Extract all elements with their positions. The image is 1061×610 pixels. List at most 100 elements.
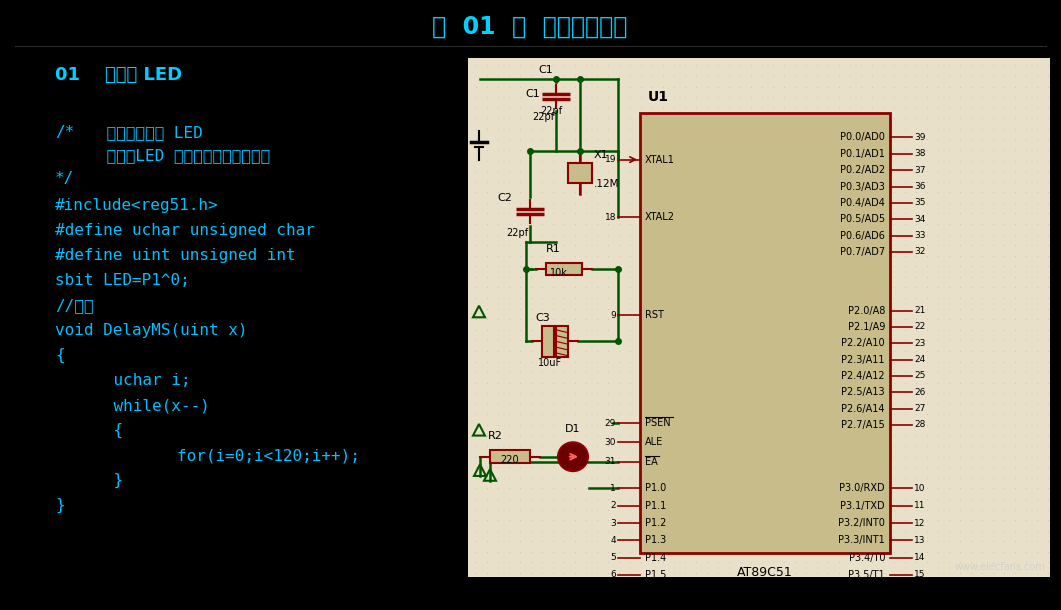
Text: 34: 34 [914, 215, 925, 224]
Text: P0.1/AD1: P0.1/AD1 [840, 149, 885, 159]
Text: C1: C1 [525, 90, 540, 99]
Text: 220: 220 [501, 456, 519, 465]
Bar [568, 163, 592, 182]
Text: P1.6: P1.6 [645, 587, 666, 597]
Text: 38: 38 [914, 149, 925, 159]
Text: 10uF: 10uF [538, 357, 562, 368]
Text: 10: 10 [914, 484, 925, 493]
Text: R2: R2 [488, 431, 503, 441]
Text: P2.1/A9: P2.1/A9 [848, 322, 885, 332]
Text: 22: 22 [914, 323, 925, 331]
Text: //延时: //延时 [55, 298, 93, 314]
Text: P2.3/A11: P2.3/A11 [841, 354, 885, 365]
Text: XTAL1: XTAL1 [645, 154, 675, 165]
Text: P2.0/A8: P2.0/A8 [848, 306, 885, 315]
Text: P0.5/AD5: P0.5/AD5 [840, 214, 885, 224]
Text: sbit LED=P1^0;: sbit LED=P1^0; [55, 273, 190, 289]
Text: 30: 30 [605, 438, 616, 447]
Text: }: } [75, 473, 123, 489]
Text: 6: 6 [610, 570, 616, 580]
Text: 5: 5 [610, 553, 616, 562]
Text: P0.4/AD4: P0.4/AD4 [840, 198, 885, 208]
Text: P3.3/INT1: P3.3/INT1 [838, 536, 885, 545]
Text: R1: R1 [546, 244, 561, 254]
Text: for(i=0;i<120;i++);: for(i=0;i<120;i++); [100, 448, 360, 463]
Text: P1.7: P1.7 [645, 605, 666, 610]
Text: ALE: ALE [645, 437, 663, 447]
Text: P0.0/AD0: P0.0/AD0 [840, 132, 885, 143]
Text: 18: 18 [605, 213, 616, 222]
Text: P3.1/TXD: P3.1/TXD [840, 501, 885, 511]
Text: 37: 37 [914, 166, 925, 174]
Text: 2: 2 [610, 501, 616, 510]
Text: P3.0/RXD: P3.0/RXD [839, 484, 885, 493]
Text: 7: 7 [610, 588, 616, 597]
Text: P1.4: P1.4 [645, 553, 666, 562]
Text: P0.2/AD2: P0.2/AD2 [840, 165, 885, 175]
Text: 1: 1 [610, 484, 616, 493]
Text: D1: D1 [566, 423, 580, 434]
Circle shape [558, 442, 588, 471]
Text: 28: 28 [914, 420, 925, 429]
Text: {: { [55, 348, 65, 364]
Text: #include<reg51.h>: #include<reg51.h> [55, 198, 219, 213]
Text: P3.6/WR: P3.6/WR [843, 587, 885, 597]
Text: 21: 21 [914, 306, 925, 315]
Text: C3: C3 [535, 313, 550, 323]
Bar [640, 113, 890, 553]
Text: RST: RST [645, 310, 664, 320]
Text: P0.3/AD3: P0.3/AD3 [840, 182, 885, 192]
Text: 32: 32 [914, 248, 925, 256]
Text: 31: 31 [605, 457, 616, 466]
Text: 25: 25 [914, 371, 925, 381]
Text: P3.2/INT0: P3.2/INT0 [838, 518, 885, 528]
Text: 9: 9 [610, 311, 616, 320]
Text: 17: 17 [914, 605, 925, 610]
Text: C1: C1 [538, 65, 553, 75]
Text: 16: 16 [914, 588, 925, 597]
Text: 8: 8 [610, 605, 616, 610]
Text: 名称：闪烁的 LED: 名称：闪烁的 LED [68, 125, 203, 140]
Text: P2.4/A12: P2.4/A12 [841, 371, 885, 381]
Text: 14: 14 [914, 553, 925, 562]
Text: www.elecfans.com: www.elecfans.com [954, 562, 1045, 572]
Text: 22pf: 22pf [532, 112, 554, 121]
Text: P1.0: P1.0 [645, 484, 666, 493]
Text: 说明：LED 按设定的时间间隔闪烁: 说明：LED 按设定的时间间隔闪烁 [68, 148, 271, 163]
Text: P2.2/A10: P2.2/A10 [841, 339, 885, 348]
Text: 24: 24 [914, 355, 925, 364]
Text: 第  01  篇  基础程序设计: 第 01 篇 基础程序设计 [432, 15, 628, 39]
Bar [468, 58, 1050, 577]
Text: void DelayMS(uint x): void DelayMS(uint x) [55, 323, 247, 339]
Bar [546, 263, 582, 276]
Bar [542, 326, 554, 357]
Text: PSEN: PSEN [645, 418, 671, 428]
Text: P3.5/T1: P3.5/T1 [849, 570, 885, 580]
Text: 13: 13 [914, 536, 925, 545]
Text: 27: 27 [914, 404, 925, 413]
Text: 36: 36 [914, 182, 925, 191]
Text: P2.6/A14: P2.6/A14 [841, 404, 885, 414]
Text: XTAL2: XTAL2 [645, 212, 675, 222]
Text: #define uchar unsigned char: #define uchar unsigned char [55, 223, 315, 239]
Text: 22pf: 22pf [506, 228, 528, 238]
Text: P0.6/AD6: P0.6/AD6 [840, 231, 885, 240]
Text: 22pf: 22pf [540, 106, 562, 116]
Text: 3: 3 [610, 518, 616, 528]
Text: 23: 23 [914, 339, 925, 348]
Text: 19: 19 [605, 155, 616, 164]
Text: P2.5/A13: P2.5/A13 [841, 387, 885, 397]
Text: {: { [75, 423, 123, 439]
Text: P3.4/T0: P3.4/T0 [849, 553, 885, 562]
Text: P1.3: P1.3 [645, 536, 666, 545]
Text: 29: 29 [605, 418, 616, 428]
Text: uchar i;: uchar i; [75, 373, 191, 388]
Bar [490, 450, 530, 463]
Text: while(x--): while(x--) [75, 398, 210, 413]
Text: P1.5: P1.5 [645, 570, 666, 580]
Text: 10k: 10k [550, 268, 568, 278]
Text: 33: 33 [914, 231, 925, 240]
Text: P1.2: P1.2 [645, 518, 666, 528]
Text: P0.7/AD7: P0.7/AD7 [840, 247, 885, 257]
Text: 12: 12 [914, 518, 925, 528]
